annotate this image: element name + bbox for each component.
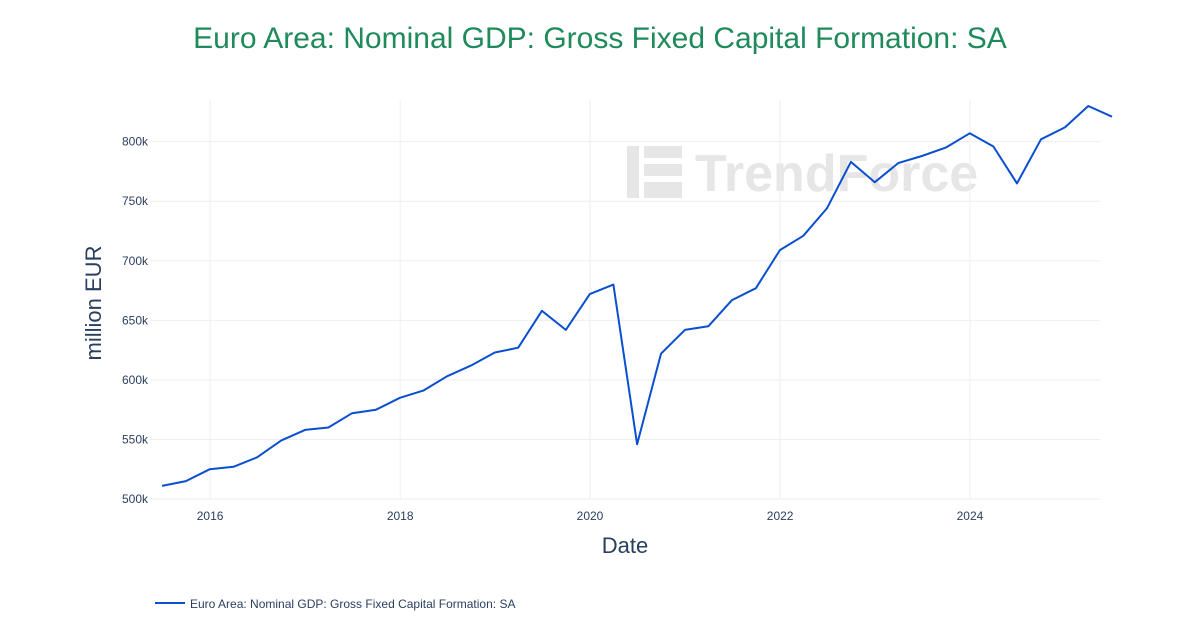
x-tick-label: 2020 — [577, 509, 604, 523]
series-line[interactable] — [161, 105, 1113, 487]
y-axis-title: million EUR — [81, 246, 106, 361]
legend-label: Euro Area: Nominal GDP: Gross Fixed Capi… — [190, 597, 515, 611]
y-tick-label: 800k — [122, 135, 149, 149]
trendforce-watermark: TrendForce — [627, 145, 978, 203]
legend[interactable]: Euro Area: Nominal GDP: Gross Fixed Capi… — [155, 597, 515, 611]
y-tick-label: 550k — [122, 432, 149, 446]
y-gridlines — [150, 141, 1100, 500]
x-tick-label: 2018 — [387, 509, 414, 523]
trendforce-logo-icon — [627, 146, 682, 198]
y-tick-label: 600k — [122, 373, 149, 387]
y-tick-label: 650k — [122, 313, 149, 327]
x-tick-labels: 2016 2018 2020 2022 2024 — [197, 509, 984, 523]
y-tick-label: 750k — [122, 194, 149, 208]
series-layer — [161, 105, 1113, 487]
x-tick-label: 2024 — [957, 509, 984, 523]
x-tick-label: 2022 — [767, 509, 794, 523]
y-tick-labels: 500k 550k 600k 650k 700k 750k 800k — [122, 135, 149, 506]
y-tick-label: 500k — [122, 492, 149, 506]
x-tick-label: 2016 — [197, 509, 224, 523]
watermark-text: TrendForce — [695, 145, 978, 203]
x-gridlines — [209, 100, 971, 499]
chart-title: Euro Area: Nominal GDP: Gross Fixed Capi… — [193, 22, 1007, 55]
x-axis-title: Date — [602, 533, 648, 558]
y-tick-label: 700k — [122, 254, 149, 268]
